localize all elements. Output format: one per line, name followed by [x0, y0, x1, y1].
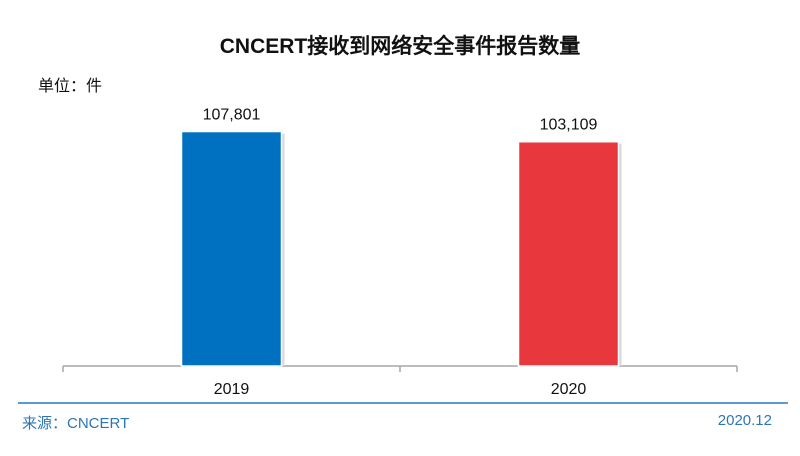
- chart-title: CNCERT接收到网络安全事件报告数量: [219, 35, 581, 58]
- data-label-2019: 107,801: [203, 107, 261, 124]
- bar-chart: 107,801 2019 103,109 2020: [62, 107, 738, 398]
- data-label-2020: 103,109: [540, 117, 598, 134]
- unit-label: 单位：件: [38, 78, 103, 95]
- bar-2020: [517, 140, 620, 367]
- footer-divider: [18, 402, 788, 404]
- source-text: 来源：CNCERT: [22, 415, 130, 432]
- x-tick-label-2019: 2019: [214, 381, 250, 398]
- bar-2019: [180, 130, 283, 367]
- date-text: 2020.12: [717, 412, 772, 429]
- x-tick-label-2020: 2020: [551, 381, 587, 398]
